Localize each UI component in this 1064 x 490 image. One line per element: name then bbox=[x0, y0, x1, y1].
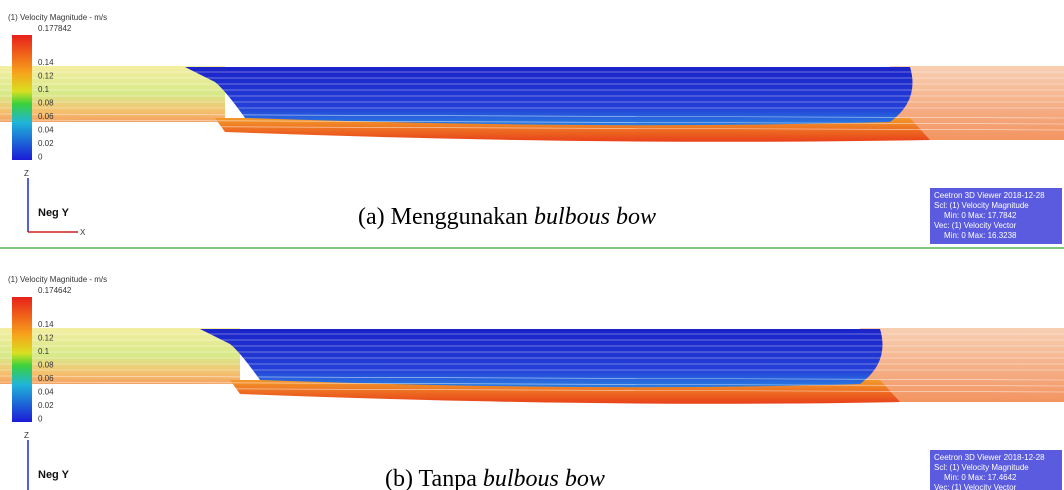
legend-tick: 0.14 bbox=[38, 58, 54, 67]
info-line: Scl: (1) Velocity Magnitude bbox=[934, 463, 1029, 472]
axis-x-label: X bbox=[80, 228, 86, 237]
view-label: Neg Y bbox=[38, 207, 70, 219]
caption-italic: bulbous bow bbox=[534, 204, 656, 230]
info-line: Vec: (1) Velocity Vector bbox=[934, 483, 1017, 490]
legend-tick: 0.1 bbox=[38, 85, 50, 94]
color-bar bbox=[12, 35, 32, 160]
legend-tick: 0.04 bbox=[38, 126, 54, 135]
legend-max: 0.177842 bbox=[38, 24, 72, 33]
caption-text: (a) Menggunakan bbox=[358, 204, 534, 230]
legend-title: (1) Velocity Magnitude - m/s bbox=[8, 13, 107, 22]
figure: (1) Velocity Magnitude - m/s 0.177842 0.14… bbox=[0, 0, 1064, 490]
caption-italic: bulbous bow bbox=[483, 466, 605, 490]
legend-tick: 0 bbox=[38, 415, 43, 424]
caption: (a) Menggunakan bulbous bow bbox=[358, 204, 656, 230]
caption: (b) Tanpa bulbous bow bbox=[385, 466, 605, 490]
legend-tick: 0.14 bbox=[38, 320, 54, 329]
legend-tick: 0.02 bbox=[38, 139, 54, 148]
legend-tick: 0.12 bbox=[38, 334, 54, 343]
legend-tick: 0.06 bbox=[38, 112, 54, 121]
legend-tick: 0.04 bbox=[38, 388, 54, 397]
legend-title: (1) Velocity Magnitude - m/s bbox=[8, 275, 107, 284]
color-bar bbox=[12, 297, 32, 422]
legend-tick: 0 bbox=[38, 153, 43, 162]
inflow bbox=[0, 66, 225, 122]
info-line: Ceetron 3D Viewer 2018-12-28 bbox=[934, 453, 1045, 462]
info-line: Scl: (1) Velocity Magnitude bbox=[934, 201, 1029, 210]
inflow bbox=[0, 328, 240, 384]
caption-text: (b) Tanpa bbox=[385, 466, 483, 490]
legend-tick: 0.08 bbox=[38, 99, 54, 108]
legend-tick: 0.12 bbox=[38, 72, 54, 81]
panel: (1) Velocity Magnitude - m/s 0.174642 0.14… bbox=[0, 275, 1064, 490]
legend-tick: 0.02 bbox=[38, 401, 54, 410]
legend-max: 0.174642 bbox=[38, 286, 72, 295]
axis-z-label: Z bbox=[24, 169, 29, 178]
legend-tick: 0.06 bbox=[38, 374, 54, 383]
info-line: Min: 0 Max: 16.3238 bbox=[944, 231, 1017, 240]
info-line: Vec: (1) Velocity Vector bbox=[934, 221, 1017, 230]
info-line: Min: 0 Max: 17.4642 bbox=[944, 473, 1017, 482]
panel: (1) Velocity Magnitude - m/s 0.177842 0.14… bbox=[0, 13, 1064, 244]
info-line: Min: 0 Max: 17.7842 bbox=[944, 211, 1017, 220]
legend-tick: 0.08 bbox=[38, 361, 54, 370]
outflow bbox=[860, 328, 1064, 402]
view-label: Neg Y bbox=[38, 469, 70, 481]
info-line: Ceetron 3D Viewer 2018-12-28 bbox=[934, 191, 1045, 200]
legend-tick: 0.1 bbox=[38, 347, 50, 356]
axis-z-label: Z bbox=[24, 431, 29, 440]
